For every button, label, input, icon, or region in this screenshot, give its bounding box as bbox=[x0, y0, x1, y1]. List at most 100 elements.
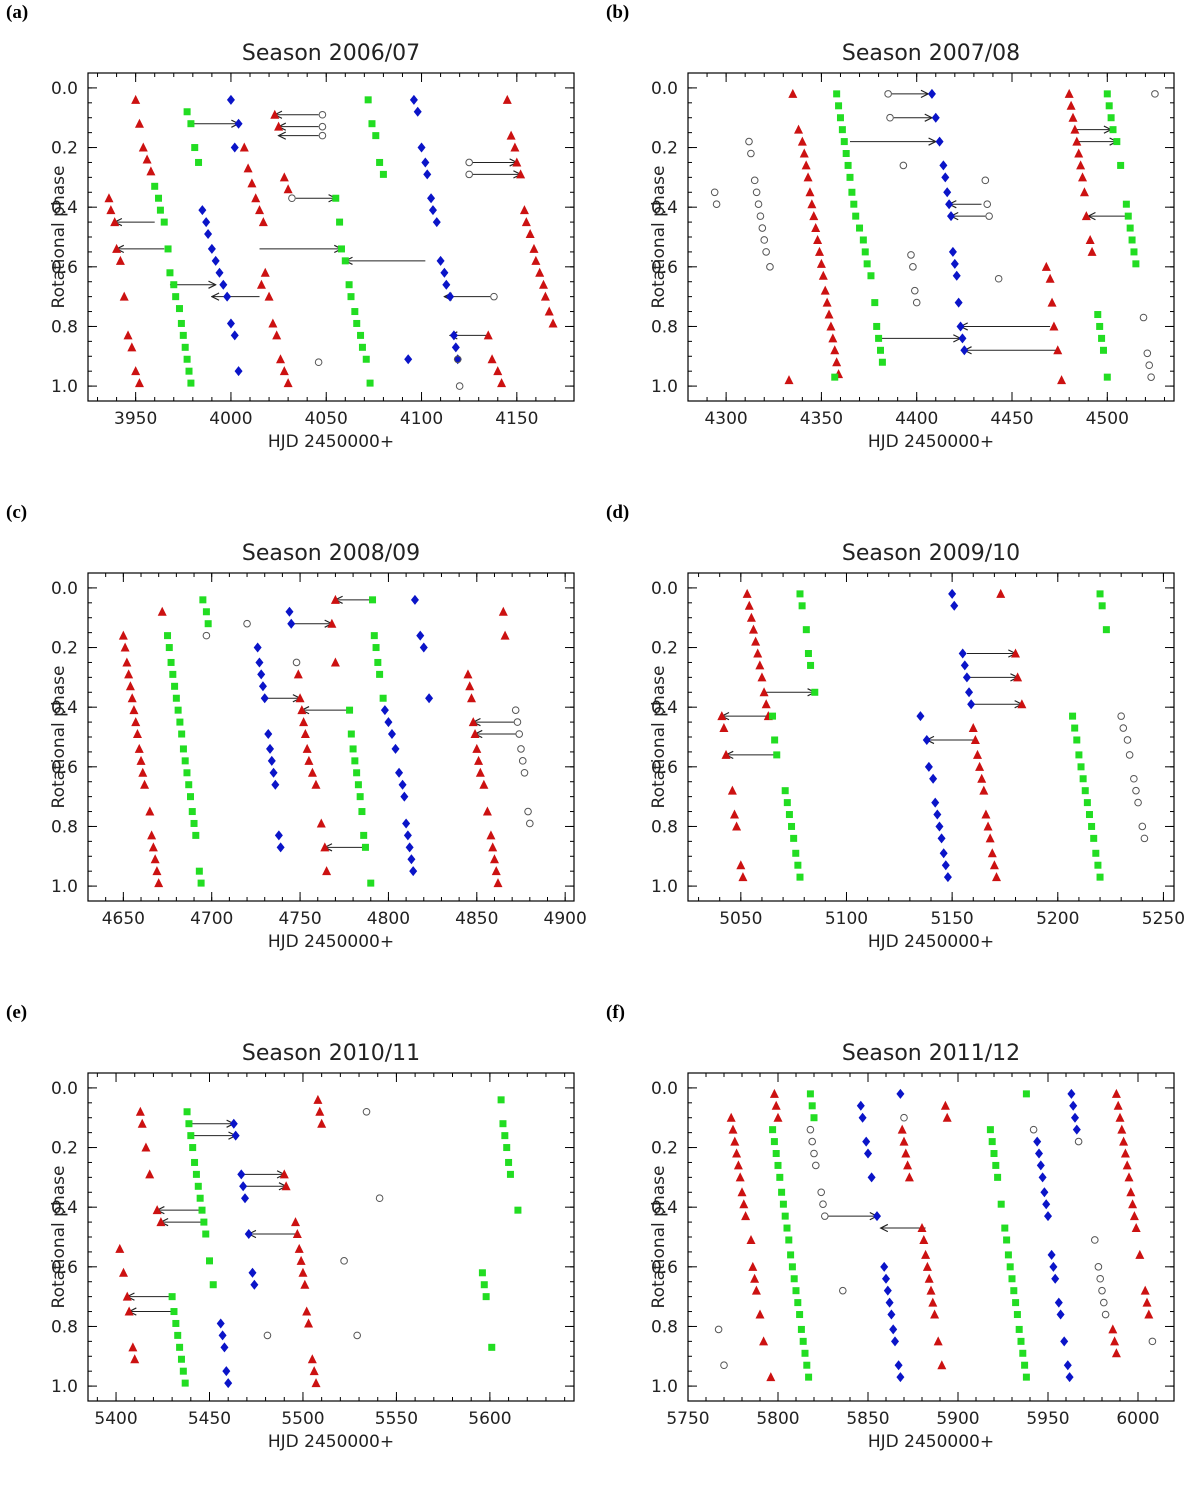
green-square-point bbox=[1094, 311, 1102, 319]
red-triangle-point bbox=[512, 157, 522, 167]
blue-diamond-point bbox=[1049, 1261, 1058, 1272]
blue-diamond-point bbox=[226, 318, 235, 329]
open-circle-point bbox=[1123, 736, 1132, 744]
blue-diamond-point bbox=[958, 333, 967, 344]
y-tick-label: 0.6 bbox=[651, 1258, 678, 1278]
red-triangle-point bbox=[154, 878, 164, 888]
green-square-point bbox=[372, 132, 380, 140]
red-triangle-point bbox=[279, 1169, 289, 1179]
open-circle-point bbox=[490, 292, 498, 301]
red-triangle-point bbox=[120, 642, 130, 652]
red-triangle-point bbox=[972, 749, 982, 759]
open-circle-point bbox=[1074, 1137, 1083, 1146]
red-triangle-point bbox=[919, 1234, 929, 1244]
red-triangle-point bbox=[482, 806, 492, 816]
chart-svg: Season 2010/11 5400 5450 5500 5550 5600 0.0 0.2… bbox=[49, 1041, 575, 1452]
y-tick-label: 0.6 bbox=[51, 1258, 78, 1278]
red-triangle-point bbox=[1045, 273, 1055, 283]
blue-diamond-point bbox=[269, 767, 278, 778]
red-triangle-point bbox=[150, 854, 160, 864]
red-triangle-point bbox=[140, 779, 150, 789]
green-square-point bbox=[357, 331, 365, 339]
blue-diamond-point bbox=[285, 606, 294, 617]
blue-diamond-point bbox=[896, 1372, 905, 1383]
red-triangle-point bbox=[309, 1366, 319, 1376]
red-triangle-point bbox=[130, 1354, 140, 1364]
blue-diamond-point bbox=[244, 1229, 253, 1240]
blue-diamond-point bbox=[248, 1267, 257, 1278]
open-circle-point bbox=[1119, 724, 1128, 732]
red-triangle-point bbox=[279, 366, 289, 376]
red-triangle-point bbox=[135, 1106, 145, 1116]
red-triangle-point bbox=[483, 330, 493, 340]
green-square-point bbox=[181, 1379, 189, 1387]
red-triangle-point bbox=[115, 255, 125, 265]
green-square-point bbox=[181, 343, 189, 351]
green-square-point bbox=[172, 1319, 180, 1327]
blue-diamond-point bbox=[939, 848, 948, 859]
blue-diamond-point bbox=[858, 1112, 867, 1123]
red-triangle-point bbox=[816, 258, 826, 268]
red-triangle-point bbox=[124, 1306, 134, 1316]
green-square-point bbox=[788, 1263, 796, 1271]
open-circle-point bbox=[911, 286, 919, 295]
green-square-point bbox=[151, 182, 159, 190]
red-triangle-point bbox=[307, 767, 317, 777]
red-triangle-point bbox=[479, 779, 489, 789]
green-square-point bbox=[361, 843, 369, 851]
red-triangle-point bbox=[904, 1172, 914, 1182]
green-square-point bbox=[351, 308, 359, 316]
y-tick-label: 0.4 bbox=[651, 698, 678, 718]
red-triangle-point bbox=[152, 1205, 162, 1215]
chart-svg: Season 2006/07 3950 4000 4050 4100 4150 0.0 0.2… bbox=[49, 41, 575, 452]
blue-diamond-point bbox=[867, 1172, 876, 1183]
x-tick-label: 5050 bbox=[719, 909, 762, 929]
open-circle-point bbox=[912, 298, 921, 307]
blue-diamond-point bbox=[947, 211, 956, 222]
red-triangle-point bbox=[274, 121, 284, 131]
y-tick-label: 0.0 bbox=[651, 579, 678, 599]
green-square-point bbox=[848, 188, 856, 196]
green-square-point bbox=[1075, 751, 1083, 759]
chart-svg: Season 2011/12 5750 5800 5850 5900 5950 6000 0.… bbox=[649, 1041, 1175, 1452]
red-triangle-point bbox=[110, 217, 120, 227]
y-tick-label: 0.2 bbox=[651, 1139, 678, 1159]
x-tick-label: 6000 bbox=[1116, 1409, 1159, 1429]
red-triangle-point bbox=[131, 366, 141, 376]
green-square-point bbox=[1022, 1090, 1030, 1098]
red-triangle-point bbox=[794, 124, 804, 134]
red-triangle-point bbox=[1131, 1223, 1141, 1233]
blue-diamond-point bbox=[218, 1330, 227, 1341]
green-square-point bbox=[1124, 212, 1132, 220]
open-circle-point bbox=[340, 1257, 348, 1265]
open-circle-point bbox=[756, 212, 765, 220]
green-square-point bbox=[835, 102, 843, 110]
green-square-point bbox=[1126, 224, 1134, 232]
open-circle-point bbox=[985, 212, 993, 220]
y-axis-label: Rotational phase bbox=[649, 166, 669, 309]
blue-diamond-point bbox=[234, 366, 243, 377]
red-triangle-point bbox=[300, 729, 310, 739]
open-circle-point bbox=[750, 176, 759, 185]
green-square-point bbox=[840, 138, 848, 146]
red-triangle-point bbox=[270, 109, 280, 119]
red-triangle-point bbox=[1110, 1336, 1120, 1346]
x-tick-label: 5450 bbox=[188, 1409, 231, 1429]
green-square-point bbox=[785, 811, 793, 819]
red-triangle-point bbox=[1142, 1297, 1152, 1307]
x-axis-label: HJD 2450000+ bbox=[268, 1432, 394, 1452]
open-circle-point bbox=[821, 1212, 829, 1220]
green-square-point bbox=[376, 158, 384, 166]
red-triangle-point bbox=[830, 345, 840, 355]
green-square-point bbox=[505, 1158, 513, 1166]
blue-diamond-point bbox=[211, 255, 220, 266]
green-square-point bbox=[790, 834, 798, 842]
blue-diamond-point bbox=[862, 1136, 871, 1147]
green-square-point bbox=[774, 1161, 782, 1169]
red-triangle-point bbox=[1041, 261, 1051, 271]
red-triangle-point bbox=[500, 630, 510, 640]
y-tick-label: 0.0 bbox=[51, 579, 78, 599]
blue-diamond-point bbox=[202, 217, 211, 228]
red-triangle-point bbox=[987, 848, 997, 858]
green-square-point bbox=[1103, 373, 1111, 381]
